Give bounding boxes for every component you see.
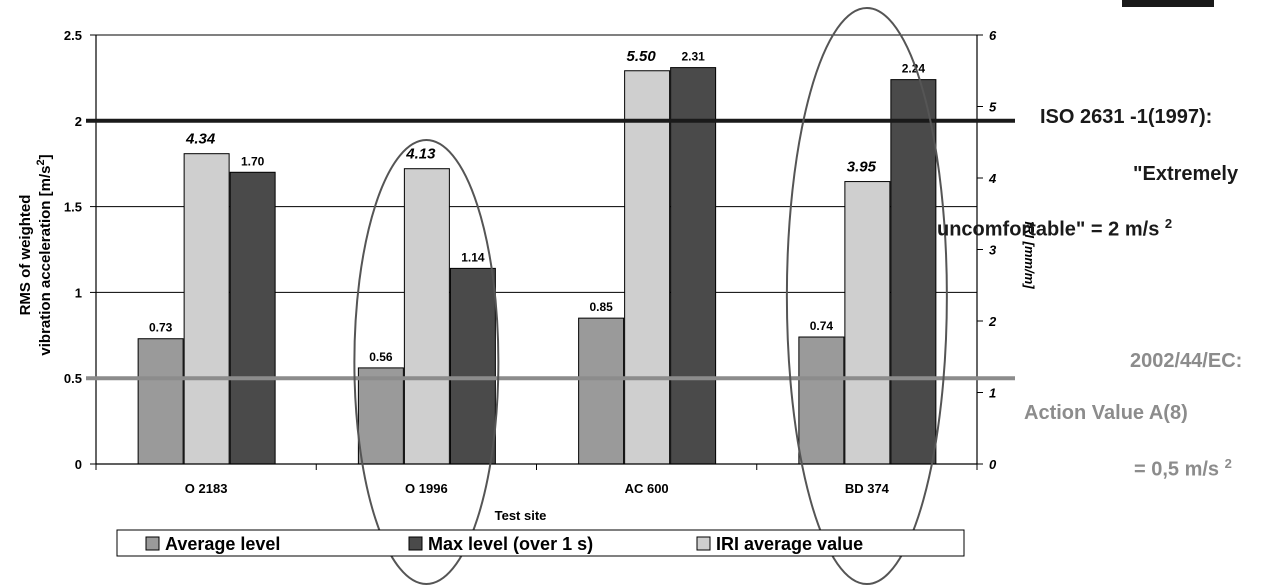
data-label: 5.50: [627, 48, 657, 65]
bar: [137, 338, 184, 465]
bar: [357, 367, 404, 465]
data-label: 3.95: [847, 159, 877, 176]
legend-label: Max level (over 1 s): [428, 534, 593, 554]
bar: [449, 267, 496, 465]
bar: [890, 79, 937, 465]
x-tick-label: BD 374: [845, 481, 890, 496]
legend-swatch: [145, 536, 160, 551]
x-tick-label: O 1996: [405, 481, 448, 496]
data-label: 0.85: [589, 300, 613, 314]
bar: [624, 70, 671, 465]
y-axis-title-line2: vibration acceleration [m/s: [37, 166, 54, 356]
y-tick-label: 0.5: [64, 371, 82, 386]
iso-annotation-line3: uncomfortable" = 2 m/s 2: [937, 216, 1172, 242]
y-tick-label: 2.5: [64, 28, 82, 43]
y2-tick-label: 6: [989, 28, 997, 43]
legend-label: Average level: [165, 534, 280, 554]
legend-label: IRI average value: [716, 534, 863, 554]
data-label: 2.31: [681, 50, 705, 64]
y-axis-title-superscript: 2: [35, 159, 47, 165]
highlight-ellipse: [353, 139, 500, 585]
y-tick-label: 0: [75, 457, 82, 472]
bar: [229, 171, 276, 465]
y2-tick-label: 3: [989, 243, 997, 258]
y2-tick-label: 4: [988, 171, 997, 186]
y2-tick-label: 0: [989, 457, 997, 472]
y-tick-label: 2: [75, 114, 82, 129]
ec-annotation-line3: = 0,5 m/s 2: [1134, 456, 1232, 482]
bar: [670, 67, 717, 465]
y-axis-title-bracket: ]: [37, 154, 54, 159]
y-axis-title: RMS of weighted vibration acceleration [m…: [17, 154, 54, 355]
bar: [183, 153, 230, 465]
data-label: 0.73: [149, 321, 173, 335]
corner-photo: [1122, 0, 1214, 7]
y2-tick-label: 2: [988, 314, 997, 329]
ec-annotation-superscript: 2: [1224, 456, 1232, 471]
data-label: 1.14: [461, 250, 485, 264]
x-axis-title: Test site: [495, 508, 547, 523]
iso-annotation-text: uncomfortable" = 2 m/s: [937, 218, 1160, 241]
bar: [844, 181, 891, 465]
iso-annotation-superscript: 2: [1164, 216, 1173, 231]
ec-annotation-line2: Action Value A(8): [1024, 402, 1188, 424]
x-tick-label: AC 600: [625, 481, 669, 496]
legend-box: [116, 529, 965, 557]
data-label: 1.70: [241, 154, 265, 168]
y-axis-title-line1: RMS of weighted: [17, 195, 34, 316]
ec-annotation-line1: 2002/44/EC:: [1130, 350, 1243, 372]
highlight-ellipse: [785, 7, 948, 585]
iso-annotation-line2: "Extremely: [1133, 163, 1239, 185]
iso-annotation-line1: ISO 2631 -1(1997):: [1040, 106, 1213, 128]
legend-swatch: [408, 536, 423, 551]
bar: [798, 336, 845, 465]
y2-tick-label: 1: [989, 386, 996, 401]
data-label: 4.13: [405, 146, 436, 163]
y2-tick-label: 5: [989, 100, 997, 115]
y-tick-label: 1: [75, 285, 82, 300]
data-label: 0.56: [369, 350, 393, 364]
x-tick-label: O 2183: [185, 481, 228, 496]
ec-annotation-text: = 0,5 m/s: [1134, 458, 1220, 481]
legend-swatch: [696, 536, 711, 551]
data-label: 2.24: [902, 62, 926, 76]
bar: [578, 317, 625, 465]
y-tick-label: 1.5: [64, 200, 82, 215]
data-label: 4.34: [185, 131, 216, 148]
bar: [403, 168, 450, 465]
y2-axis-title: IRI [mm/m]: [1022, 221, 1037, 289]
data-label: 0.74: [810, 319, 834, 333]
